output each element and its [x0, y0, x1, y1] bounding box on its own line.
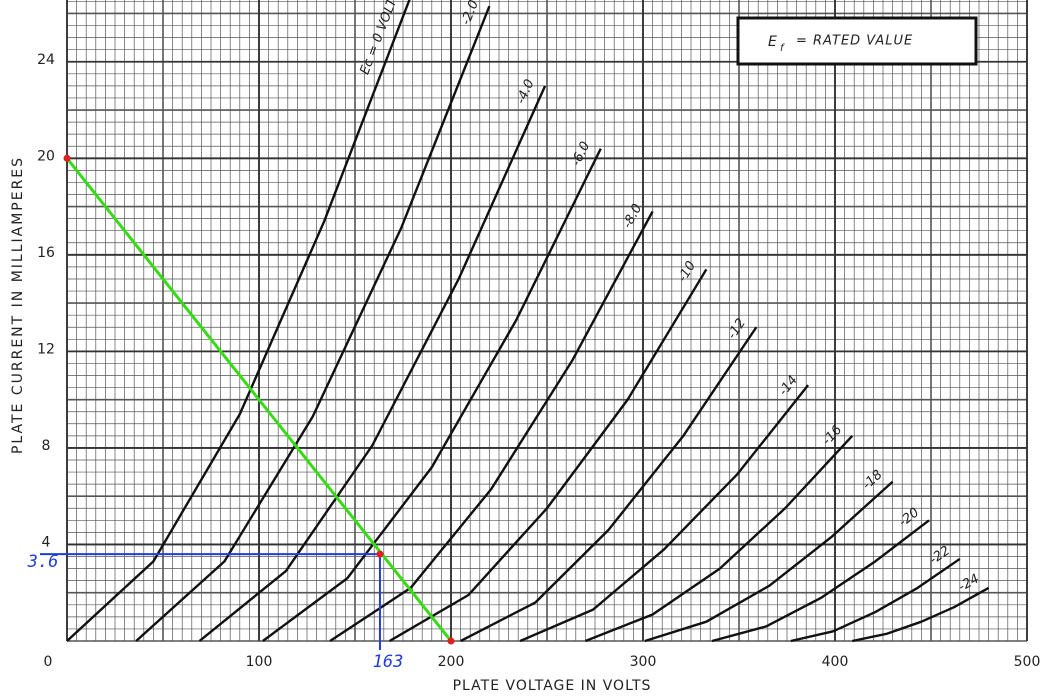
curve [644, 480, 894, 643]
x-tick-label: 300 [630, 654, 657, 670]
x-axis-label: PLATE VOLTAGE IN VOLTS [453, 678, 652, 694]
load-line [65, 157, 453, 642]
curve-label: -14 [776, 373, 801, 399]
y-tick-label: 16 [37, 245, 55, 261]
y-tick-label: 8 [42, 438, 51, 454]
curve [262, 148, 602, 642]
curve-label: -6.0 [569, 139, 594, 168]
curve [66, 0, 411, 642]
curve-label: -20 [896, 505, 922, 530]
note-symbol: E [768, 34, 777, 50]
x-tick-label: 100 [246, 654, 273, 670]
curve [584, 435, 854, 643]
y-tick-label: 12 [37, 341, 55, 357]
grid: 0 100 200 300 400 500 4 8 12 16 20 24 [37, 0, 1040, 670]
curve-label: -16 [820, 423, 845, 449]
note-subscript: f [780, 43, 785, 54]
op-y-label: 3.6 [27, 552, 59, 572]
load-line-end [447, 637, 455, 645]
curve [790, 557, 961, 643]
curve [519, 384, 810, 643]
op-x-label: 163 [373, 652, 404, 672]
curve-label: -4.0 [514, 77, 538, 106]
x-tick-label: 200 [438, 654, 465, 670]
note-box [736, 16, 978, 66]
curve-label: -10 [675, 259, 699, 285]
x-tick-label: 0 [44, 654, 53, 670]
y-tick-label: 4 [42, 534, 51, 550]
curve [460, 326, 758, 643]
curve [329, 210, 654, 643]
y-tick-label: 24 [37, 52, 55, 68]
y-axis-label: PLATE CURRENT IN MILLIAMPERES [10, 156, 26, 454]
curve [198, 85, 547, 642]
curve [135, 5, 491, 642]
curve [711, 519, 930, 643]
load-line-end [63, 154, 71, 162]
curve [388, 268, 708, 643]
operating-point [376, 550, 384, 558]
y-tick-label: 20 [37, 148, 55, 164]
x-tick-label: 500 [1014, 654, 1041, 670]
note-text: = RATED VALUE [796, 34, 913, 49]
curve-label: -12 [725, 316, 749, 342]
x-tick-label: 400 [822, 654, 849, 670]
curve [852, 586, 990, 643]
